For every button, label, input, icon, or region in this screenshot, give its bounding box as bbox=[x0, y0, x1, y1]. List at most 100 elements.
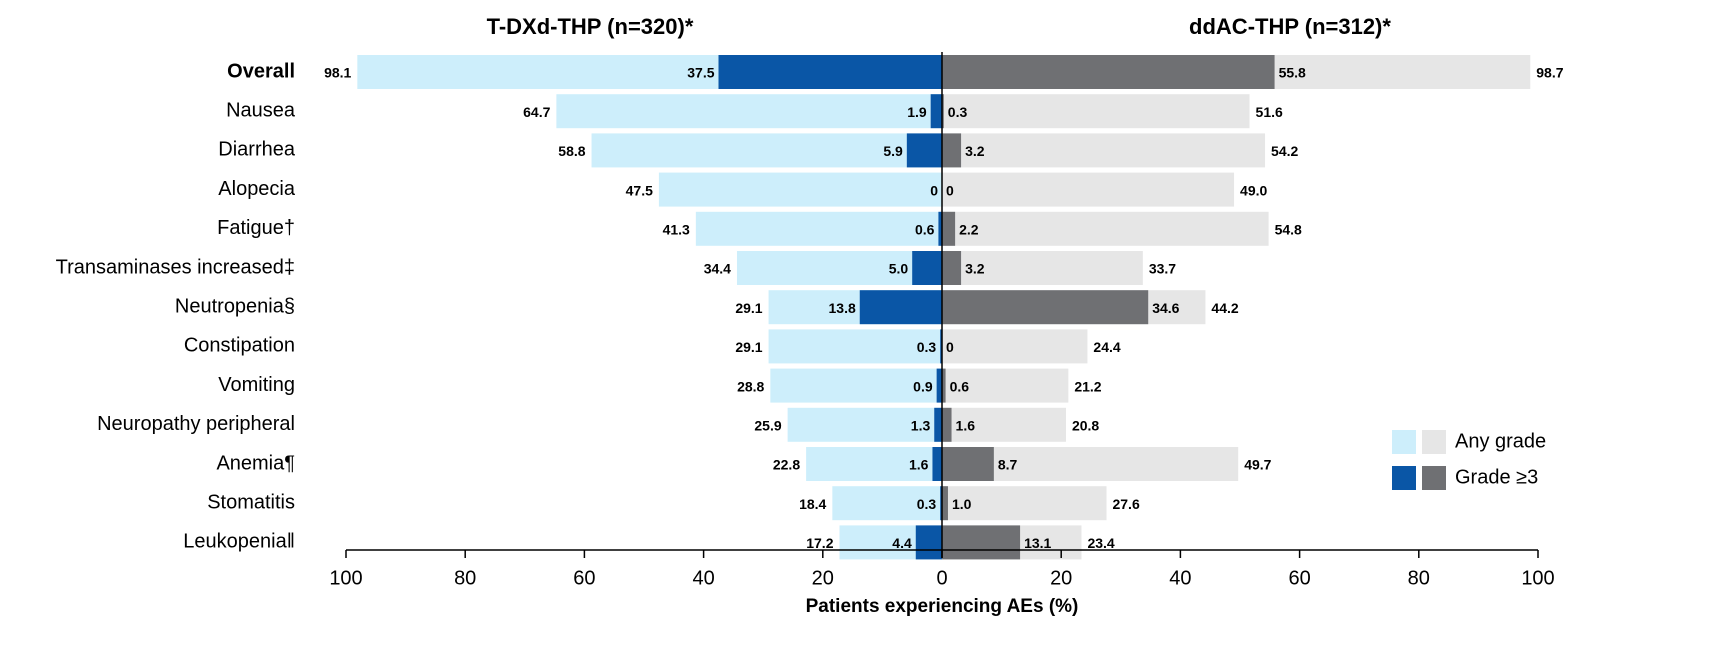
value-label: 29.1 bbox=[735, 339, 762, 355]
x-axis-title: Patients experiencing AEs (%) bbox=[806, 596, 1079, 617]
any-grade-bar bbox=[942, 172, 1235, 207]
any-grade-bar bbox=[832, 486, 942, 521]
value-label: 34.6 bbox=[1152, 300, 1179, 316]
value-label: 8.7 bbox=[998, 457, 1018, 473]
value-label: 51.6 bbox=[1256, 104, 1283, 120]
grade3-bar bbox=[940, 486, 942, 521]
category-label: Transaminases increased‡ bbox=[56, 256, 295, 278]
category-label: Stomatitis bbox=[207, 491, 295, 513]
value-label: 49.0 bbox=[1240, 182, 1267, 198]
x-tick-label: 40 bbox=[692, 567, 714, 589]
any-grade-bar bbox=[591, 133, 942, 168]
right-title: ddAC-THP (n=312)* bbox=[1189, 14, 1391, 39]
category-label: Nausea bbox=[226, 99, 296, 121]
value-label: 54.2 bbox=[1271, 143, 1298, 159]
value-label: 5.0 bbox=[889, 261, 909, 277]
category-label: Neutropenia§ bbox=[175, 295, 295, 317]
grade3-bar bbox=[942, 368, 946, 403]
value-label: 21.2 bbox=[1074, 378, 1101, 394]
grade3-bar bbox=[934, 407, 942, 442]
value-label: 28.8 bbox=[737, 378, 764, 394]
value-label: 13.1 bbox=[1024, 535, 1051, 551]
legend-swatch bbox=[1392, 430, 1416, 454]
grade3-bar bbox=[942, 211, 956, 246]
x-tick-label: 80 bbox=[1408, 567, 1430, 589]
grade3-bar bbox=[936, 368, 942, 403]
grade3-bar bbox=[932, 447, 942, 481]
category-label: Leukopenia‖ bbox=[183, 531, 295, 553]
any-grade-bar bbox=[942, 368, 1069, 403]
any-grade-bar bbox=[695, 211, 942, 246]
value-label: 4.4 bbox=[892, 535, 912, 551]
category-label: Constipation bbox=[184, 335, 295, 357]
value-label: 3.2 bbox=[965, 143, 985, 159]
left-title: T-DXd-THP (n=320)* bbox=[487, 14, 694, 39]
value-label: 0 bbox=[946, 182, 954, 198]
value-label: 5.9 bbox=[883, 143, 903, 159]
value-label: 1.9 bbox=[907, 104, 927, 120]
value-label: 23.4 bbox=[1087, 535, 1114, 551]
value-label: 64.7 bbox=[523, 104, 550, 120]
x-tick-label: 0 bbox=[936, 567, 947, 589]
value-label: 24.4 bbox=[1093, 339, 1120, 355]
any-grade-bar bbox=[942, 251, 1143, 285]
category-label: Vomiting bbox=[218, 374, 295, 396]
x-tick-label: 40 bbox=[1169, 567, 1191, 589]
value-label: 0.3 bbox=[917, 496, 937, 512]
legend-swatch bbox=[1422, 466, 1446, 490]
value-label: 0.9 bbox=[913, 378, 933, 394]
any-grade-bar bbox=[942, 211, 1269, 246]
value-label: 98.1 bbox=[324, 65, 351, 81]
value-label: 33.7 bbox=[1149, 261, 1176, 277]
value-label: 0.3 bbox=[917, 339, 937, 355]
grade3-bar bbox=[940, 329, 942, 364]
x-tick-label: 100 bbox=[329, 567, 362, 589]
any-grade-bar bbox=[736, 251, 942, 285]
category-label: Diarrhea bbox=[218, 139, 296, 161]
category-label: Fatigue† bbox=[217, 217, 295, 239]
value-label: 1.6 bbox=[909, 457, 929, 473]
value-label: 20.8 bbox=[1072, 418, 1099, 434]
any-grade-bar bbox=[942, 486, 1107, 521]
grade3-bar bbox=[912, 251, 942, 285]
any-grade-bar bbox=[658, 172, 942, 207]
value-label: 44.2 bbox=[1211, 300, 1238, 316]
value-label: 2.2 bbox=[959, 222, 979, 238]
value-label: 0.6 bbox=[915, 222, 935, 238]
value-label: 0 bbox=[930, 182, 938, 198]
legend-swatch bbox=[1422, 430, 1446, 454]
value-label: 18.4 bbox=[799, 496, 826, 512]
grade3-bar bbox=[942, 55, 1275, 89]
category-label: Anemia¶ bbox=[216, 452, 295, 474]
category-label: Alopecia bbox=[218, 178, 296, 200]
any-grade-bar bbox=[942, 133, 1266, 168]
any-grade-bar bbox=[768, 329, 942, 364]
legend-label: Any grade bbox=[1455, 430, 1546, 452]
x-tick-label: 60 bbox=[573, 567, 595, 589]
grade3-bar bbox=[942, 290, 1149, 325]
grade3-bar bbox=[915, 525, 942, 560]
legend-label: Grade ≥3 bbox=[1455, 466, 1538, 488]
value-label: 1.0 bbox=[952, 496, 972, 512]
any-grade-bar bbox=[806, 447, 942, 481]
any-grade-bar bbox=[770, 368, 942, 403]
x-tick-label: 80 bbox=[454, 567, 476, 589]
value-label: 98.7 bbox=[1536, 65, 1563, 81]
value-label: 22.8 bbox=[773, 457, 800, 473]
value-label: 0.6 bbox=[950, 378, 970, 394]
value-label: 34.4 bbox=[704, 261, 731, 277]
grade3-bar bbox=[942, 407, 952, 442]
value-label: 54.8 bbox=[1275, 222, 1302, 238]
grade3-bar bbox=[942, 133, 962, 168]
grade3-bar bbox=[930, 94, 942, 129]
category-label: Overall bbox=[227, 60, 295, 82]
value-label: 29.1 bbox=[735, 300, 762, 316]
grade3-bar bbox=[942, 447, 994, 481]
grade3-bar bbox=[942, 525, 1021, 560]
x-tick-label: 60 bbox=[1288, 567, 1310, 589]
value-label: 1.6 bbox=[956, 418, 976, 434]
grade3-bar bbox=[718, 55, 942, 89]
category-label: Neuropathy peripheral bbox=[97, 413, 295, 435]
